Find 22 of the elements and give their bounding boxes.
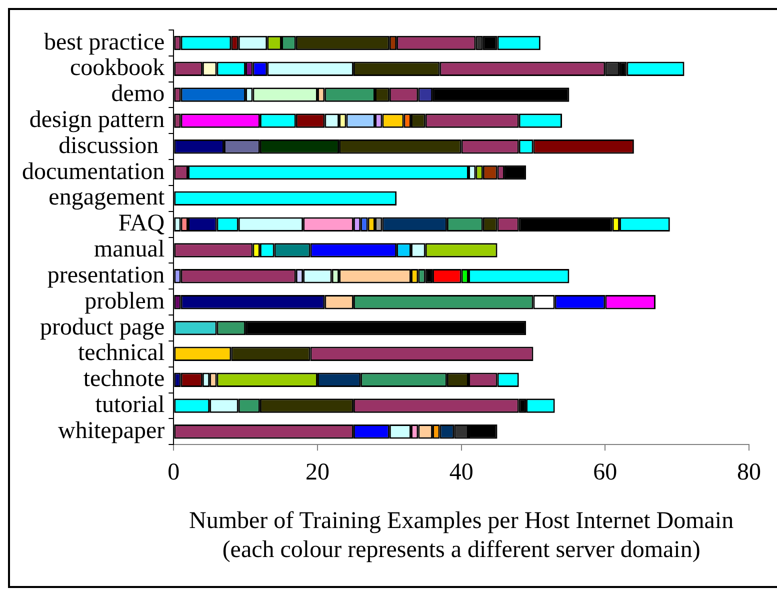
x-axis-title: Number of Training Examples per Host Internet Domain (each colour represents a different server domain) xyxy=(189,508,734,563)
y-tick-label: product page xyxy=(40,314,165,340)
x-tick-label: 40 xyxy=(449,459,474,486)
x-tick-label: 0 xyxy=(168,459,180,486)
y-tick-label: demo xyxy=(111,81,165,108)
y-tick-label: technical xyxy=(78,340,165,366)
y-tick-label: FAQ xyxy=(118,210,165,237)
y-tick-label: documentation xyxy=(22,158,165,185)
y-tick-label: discussion xyxy=(58,132,165,159)
y-tick-label: problem xyxy=(84,288,165,314)
y-tick-label: technote xyxy=(83,366,165,392)
y-tick-label: engagement xyxy=(48,184,165,211)
y-tick-label: design pattern xyxy=(29,106,165,133)
y-tick-label: tutorial xyxy=(95,392,165,418)
x-tick-label: 60 xyxy=(593,459,618,486)
x-tick-label: 20 xyxy=(305,459,330,486)
y-tick-label: best practice xyxy=(44,29,165,56)
y-tick-label: cookbook xyxy=(70,55,165,82)
y-tick-label: manual xyxy=(94,236,165,263)
y-tick-label: whitepaper xyxy=(58,418,165,444)
y-tick-label: presentation xyxy=(47,262,165,288)
x-tick-label: 80 xyxy=(737,459,761,486)
